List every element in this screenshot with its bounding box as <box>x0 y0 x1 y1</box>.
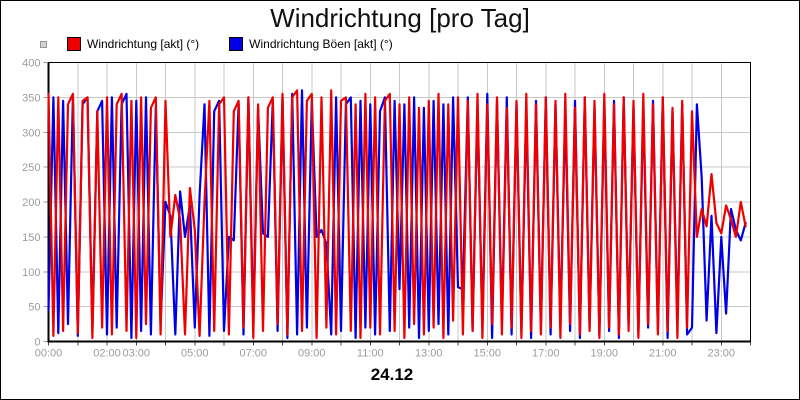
y-tick-label: 300 <box>22 127 40 139</box>
series-line-windrichtung-akt <box>47 89 747 340</box>
x-tick-label: 17:00 <box>532 348 560 360</box>
y-tick-label: 200 <box>22 197 40 209</box>
y-tick-label: 250 <box>22 162 40 174</box>
y-tick-label: 150 <box>22 232 40 244</box>
x-tick-label: 11:00 <box>357 348 384 360</box>
y-tick-label: 400 <box>22 58 40 70</box>
y-tick-label: 350 <box>22 92 40 104</box>
x-tick-label: 03:00 <box>122 348 150 360</box>
y-tick-labels: 0 50 100 150 200 250 300 350 400 <box>22 58 40 349</box>
x-tick-label: 00:00 <box>35 348 63 360</box>
x-tick-labels: 00:00 02:00 03:00 05:00 07:00 09:00 11:00 13:00… <box>35 348 735 360</box>
x-tick-label: 19:00 <box>590 348 618 360</box>
x-tick-label: 15:00 <box>473 348 501 360</box>
chart-title: Windrichtung [pro Tag] <box>270 3 530 33</box>
legend-swatch-boeen-icon <box>229 37 244 51</box>
legend: Windrichtung [akt] (°) Windrichtung Böen… <box>40 37 423 51</box>
x-tick-label: 21:00 <box>649 348 677 360</box>
legend-item-windrichtung-akt: Windrichtung [akt] (°) <box>67 37 199 51</box>
legend-label-akt: Windrichtung [akt] (°) <box>87 37 200 51</box>
x-tick-label: 13:00 <box>415 348 443 360</box>
y-tick-label: 50 <box>28 302 40 314</box>
legend-handle-icon <box>40 40 47 48</box>
axis-ticks <box>43 62 751 346</box>
x-tick-label: 02:00 <box>93 348 121 360</box>
legend-swatch-akt-icon <box>67 37 81 51</box>
legend-item-windrichtung-boeen: Windrichtung Böen [akt] (°) <box>229 37 393 51</box>
x-tick-label: 07:00 <box>239 348 267 360</box>
x-tick-label: 05:00 <box>181 348 209 360</box>
y-tick-label: 0 <box>34 337 40 349</box>
date-label: 24.12 <box>370 365 414 384</box>
x-tick-label: 23:00 <box>707 348 735 360</box>
x-tick-label: 09:00 <box>298 348 326 360</box>
y-tick-label: 100 <box>22 267 40 279</box>
legend-label-boeen: Windrichtung Böen [akt] (°) <box>249 37 393 51</box>
